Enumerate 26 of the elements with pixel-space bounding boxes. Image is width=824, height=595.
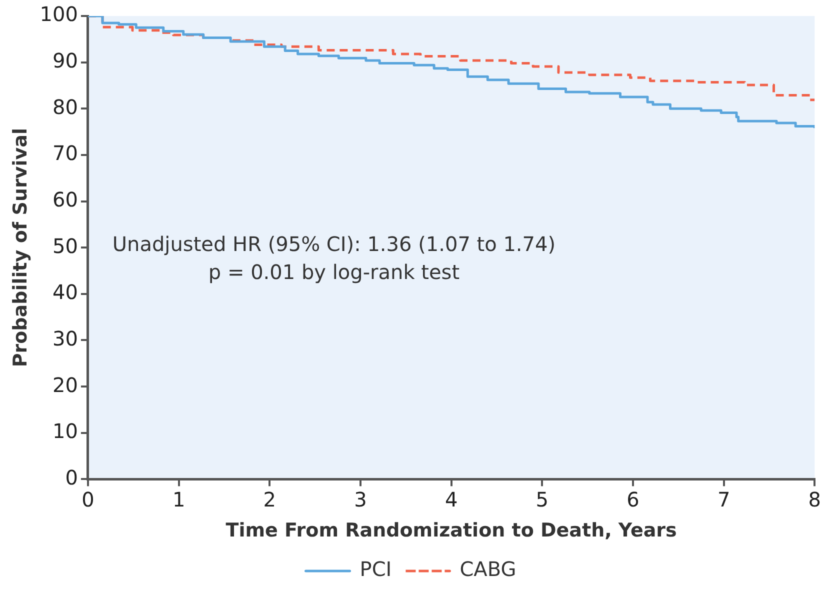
annotation: p = 0.01 by log-rank test: [208, 260, 460, 284]
x-tick-label: 7: [717, 487, 730, 512]
x-tick-label: 0: [82, 487, 94, 512]
y-tick-label: 50: [52, 234, 78, 258]
annotation: Unadjusted HR (95% CI): 1.36 (1.07 to 1.74): [112, 232, 556, 256]
x-tick-label: 8: [808, 487, 822, 512]
y-tick-label: 60: [52, 187, 78, 212]
x-tick-label: 5: [536, 487, 549, 512]
y-tick-label: 70: [52, 141, 78, 166]
x-tick-label: 4: [444, 487, 458, 512]
x-tick-label: 6: [626, 487, 640, 512]
x-axis-title: Time From Randomization to Death, Years: [226, 520, 677, 542]
y-tick-label: 100: [40, 2, 78, 26]
legend-label: PCI: [360, 557, 392, 582]
y-tick-label: 10: [52, 419, 78, 444]
y-tick-label: 90: [52, 48, 78, 73]
y-tick-label: 80: [52, 94, 78, 119]
x-tick-label: 3: [354, 487, 367, 512]
y-tick-label: 30: [52, 326, 78, 350]
y-tick-label: 0: [65, 465, 78, 490]
legend-label: CABG: [460, 557, 516, 582]
y-axis-title: Probability of Survival: [9, 128, 32, 368]
x-tick-label: 2: [263, 487, 276, 512]
y-tick-label: 20: [52, 372, 78, 397]
x-tick-label: 1: [172, 487, 186, 512]
y-tick-label: 40: [52, 280, 78, 304]
